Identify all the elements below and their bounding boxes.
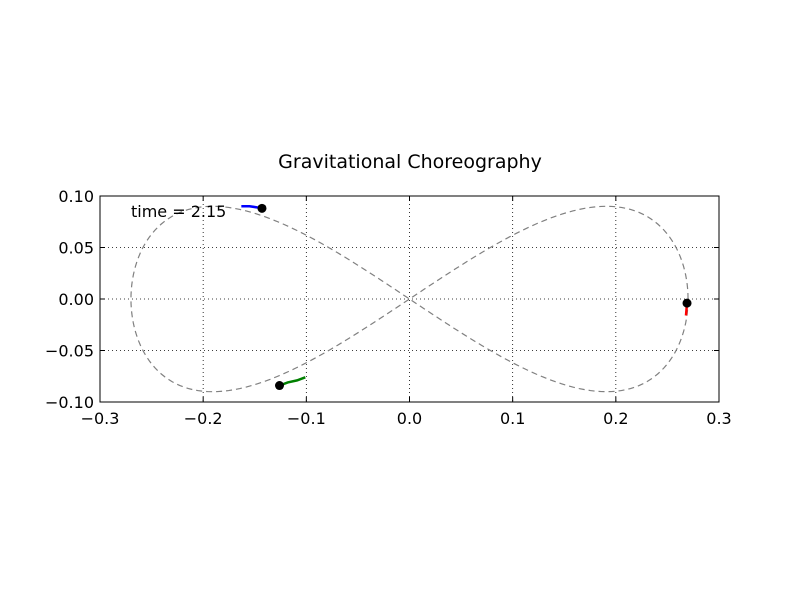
x-tick-label: 0.3	[706, 409, 731, 428]
y-tick-label: −0.05	[45, 342, 94, 361]
body-point-1	[257, 203, 267, 213]
x-tick-label: −0.2	[184, 409, 223, 428]
y-tick-label: 0.05	[58, 239, 94, 258]
time-annotation: time = 2.15	[131, 202, 226, 221]
x-tick-label: 0.1	[500, 409, 525, 428]
y-tick-label: 0.10	[58, 187, 94, 206]
trails	[241, 205, 689, 387]
body-point-3	[682, 298, 692, 308]
body-point-2	[275, 381, 285, 391]
y-tick-label: 0.00	[58, 290, 94, 309]
chart-title: Gravitational Choreography	[278, 151, 542, 173]
grid	[100, 196, 719, 402]
y-tick-label: −0.10	[45, 393, 94, 412]
ticks: −0.3 −0.2 −0.1 0.0 0.1 0.2 0.3 0.10 0.05 0.00 −0.0…	[45, 187, 732, 428]
x-tick-label: 0.2	[603, 409, 628, 428]
x-tick-label: 0.0	[397, 409, 422, 428]
x-tick-label: −0.1	[287, 409, 326, 428]
bodies	[257, 203, 692, 391]
x-tick-label: −0.3	[81, 409, 120, 428]
